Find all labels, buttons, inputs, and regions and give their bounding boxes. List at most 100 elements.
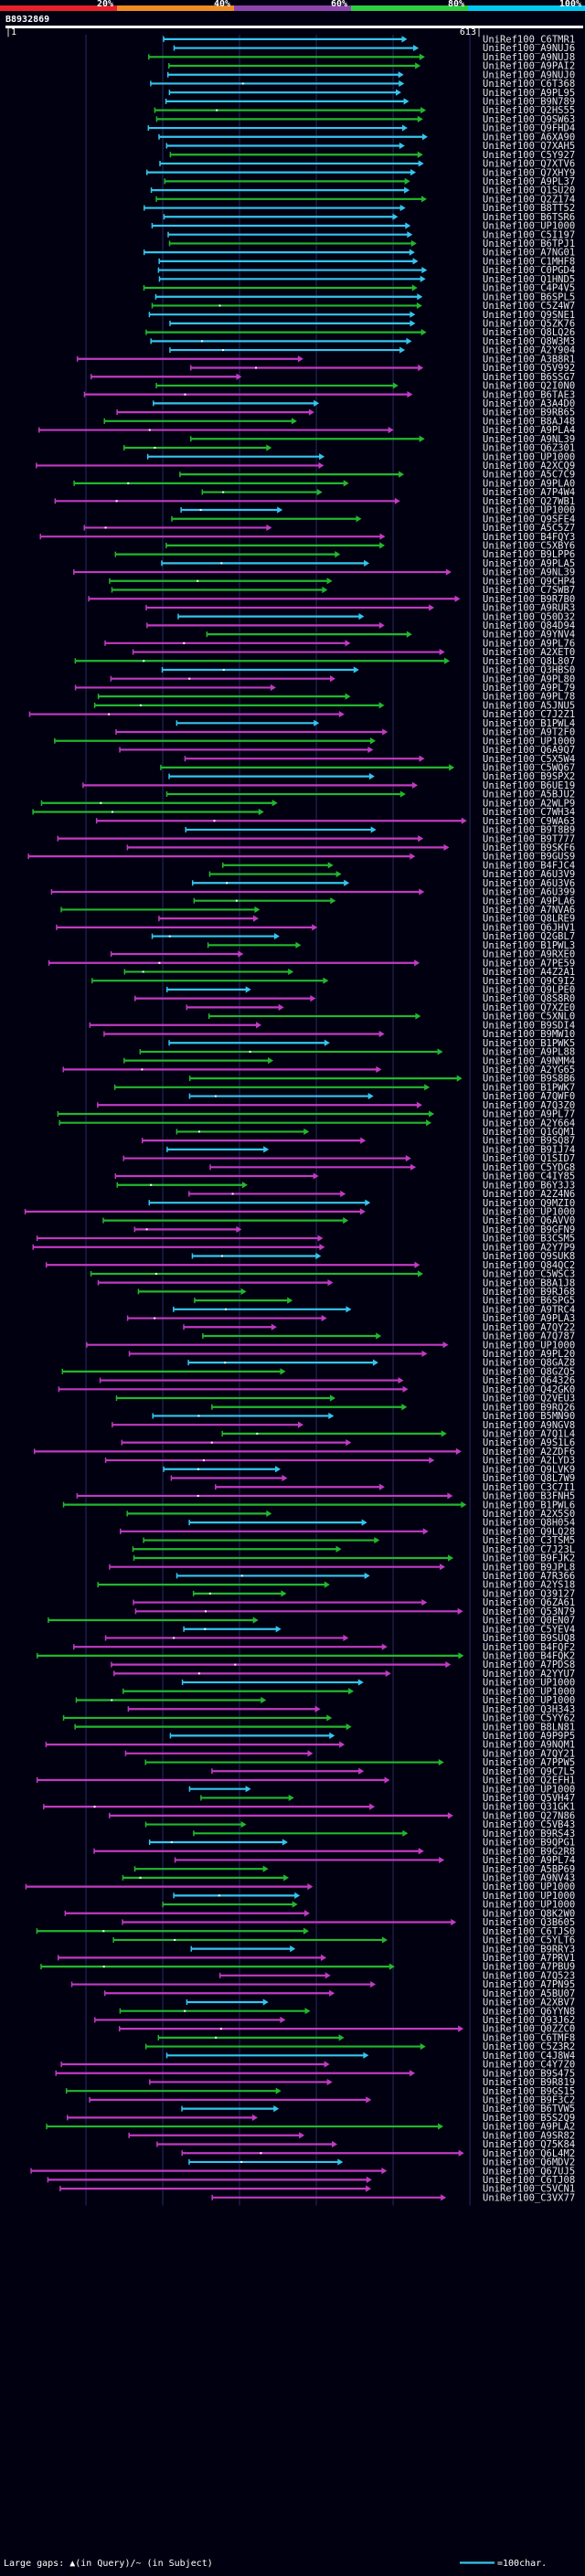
subject-label[interactable]: UniRef100_A6U3V9 bbox=[483, 869, 575, 880]
subject-label[interactable]: UniRef100_B8LN81 bbox=[483, 1722, 575, 1733]
subject-label[interactable]: UniRef100_B4FQK2 bbox=[483, 1651, 575, 1662]
subject-label[interactable]: UniRef100_C6TJS0 bbox=[483, 1926, 575, 1937]
subject-label[interactable]: UniRef100_A9PL76 bbox=[483, 638, 575, 649]
subject-label[interactable]: UniRef100_Q7XZE0 bbox=[483, 1002, 575, 1013]
subject-label[interactable]: UniRef100_Q9C7L5 bbox=[483, 1766, 575, 1777]
subject-label[interactable]: UniRef100_Q6MDV2 bbox=[483, 2157, 575, 2168]
subject-label[interactable]: UniRef100_UP1000 bbox=[483, 1891, 575, 1902]
subject-label[interactable]: UniRef100_A2YS18 bbox=[483, 1580, 575, 1591]
subject-label[interactable]: UniRef100_UP1000 bbox=[483, 1900, 575, 1911]
subject-label[interactable]: UniRef100_Q8H054 bbox=[483, 1518, 575, 1529]
subject-label[interactable]: UniRef100_C5YDG8 bbox=[483, 1162, 575, 1173]
subject-label[interactable]: UniRef100_B8TT52 bbox=[483, 203, 575, 214]
subject-label[interactable]: UniRef100_B9GFN9 bbox=[483, 1224, 575, 1235]
subject-label[interactable]: UniRef100_B9R819 bbox=[483, 2077, 575, 2088]
subject-label[interactable]: UniRef100_B4FQY3 bbox=[483, 532, 575, 543]
subject-label[interactable]: UniRef100_B9G2R8 bbox=[483, 1846, 575, 1857]
subject-label[interactable]: UniRef100_Q42GK0 bbox=[483, 1384, 575, 1395]
subject-label[interactable]: UniRef100_Q53N79 bbox=[483, 1606, 575, 1617]
subject-label[interactable]: UniRef100_A9RXE0 bbox=[483, 949, 575, 960]
subject-label[interactable]: UniRef100_Q1HND5 bbox=[483, 274, 575, 285]
subject-label[interactable]: UniRef100_Q6ZA61 bbox=[483, 1597, 575, 1608]
subject-label[interactable]: UniRef100_B1PWK7 bbox=[483, 1082, 575, 1093]
subject-label[interactable]: UniRef100_A9PL37 bbox=[483, 176, 575, 187]
subject-label[interactable]: UniRef100_A2WLP9 bbox=[483, 798, 575, 809]
subject-label[interactable]: UniRef100_A2XET0 bbox=[483, 647, 575, 658]
subject-label[interactable]: UniRef100_B9MW10 bbox=[483, 1029, 575, 1040]
subject-label[interactable]: UniRef100_A7PDS8 bbox=[483, 1659, 575, 1670]
subject-label[interactable]: UniRef100_A9NUJ8 bbox=[483, 52, 575, 63]
subject-label[interactable]: UniRef100_Q8GAZ8 bbox=[483, 1358, 575, 1369]
subject-label[interactable]: UniRef100_C9WA63 bbox=[483, 816, 575, 827]
subject-label[interactable]: UniRef100_A9NMM4 bbox=[483, 1055, 575, 1066]
subject-label[interactable]: UniRef100_A5C5Z7 bbox=[483, 523, 575, 534]
subject-label[interactable]: UniRef100_B6TVW5 bbox=[483, 2104, 575, 2115]
subject-label[interactable]: UniRef100_A9SR82 bbox=[483, 2130, 575, 2141]
subject-label[interactable]: UniRef100_A9P9P5 bbox=[483, 1731, 575, 1742]
subject-label[interactable]: UniRef100_A7PPW5 bbox=[483, 1757, 575, 1768]
subject-label[interactable]: UniRef100_B1PWL4 bbox=[483, 718, 575, 729]
subject-label[interactable]: UniRef100_C5I197 bbox=[483, 229, 575, 240]
subject-label[interactable]: UniRef100_C5YLT6 bbox=[483, 1935, 575, 1946]
subject-label[interactable]: UniRef100_A9NUJ0 bbox=[483, 69, 575, 80]
subject-label[interactable]: UniRef100_A4Z2A1 bbox=[483, 967, 575, 978]
subject-label[interactable]: UniRef100_B3CSM5 bbox=[483, 1234, 575, 1245]
subject-label[interactable]: UniRef100_Q9MZI0 bbox=[483, 1198, 575, 1209]
subject-label[interactable]: UniRef100_Q6JHV1 bbox=[483, 922, 575, 933]
subject-label[interactable]: UniRef100_Q2GBL7 bbox=[483, 931, 575, 942]
subject-label[interactable]: UniRef100_UP1000 bbox=[483, 736, 575, 747]
subject-label[interactable]: UniRef100_A7QY21 bbox=[483, 1748, 575, 1759]
subject-label[interactable]: UniRef100_A9PAI2 bbox=[483, 61, 575, 72]
subject-label[interactable]: UniRef100_UP1000 bbox=[483, 1882, 575, 1892]
subject-label[interactable]: UniRef100_A7NG01 bbox=[483, 248, 575, 259]
subject-label[interactable]: UniRef100_Q5VH47 bbox=[483, 1793, 575, 1804]
subject-label[interactable]: UniRef100_B1PWL3 bbox=[483, 940, 575, 951]
subject-label[interactable]: UniRef100_B9SQ87 bbox=[483, 1136, 575, 1147]
subject-label[interactable]: UniRef100_B9N789 bbox=[483, 97, 575, 108]
subject-label[interactable]: UniRef100_A5C7C9 bbox=[483, 470, 575, 481]
subject-label[interactable]: UniRef100_Q5V992 bbox=[483, 363, 575, 374]
subject-label[interactable]: UniRef100_A9RUR3 bbox=[483, 603, 575, 614]
subject-label[interactable]: UniRef100_Q6A9Q7 bbox=[483, 745, 575, 756]
subject-label[interactable]: UniRef100_A9PL20 bbox=[483, 1349, 575, 1360]
subject-label[interactable]: UniRef100_A9PL74 bbox=[483, 1855, 575, 1866]
subject-label[interactable]: UniRef100_B4FJC4 bbox=[483, 860, 575, 871]
subject-label[interactable]: UniRef100_B8AJ48 bbox=[483, 416, 575, 427]
subject-label[interactable]: UniRef100_B6TSR6 bbox=[483, 212, 575, 223]
subject-label[interactable]: UniRef100_B9GUS9 bbox=[483, 852, 575, 863]
subject-label[interactable]: UniRef100_C7J23L bbox=[483, 1544, 575, 1555]
subject-label[interactable]: UniRef100_Q6AVV0 bbox=[483, 1215, 575, 1226]
subject-label[interactable]: UniRef100_C5YY62 bbox=[483, 1713, 575, 1724]
subject-label[interactable]: UniRef100_A9PL77 bbox=[483, 1109, 575, 1120]
subject-label[interactable]: UniRef100_C4J8W4 bbox=[483, 2051, 575, 2062]
subject-label[interactable]: UniRef100_B8A1J8 bbox=[483, 1277, 575, 1288]
subject-label[interactable]: UniRef100_B9LPP6 bbox=[483, 549, 575, 560]
subject-label[interactable]: UniRef100_B4FQF2 bbox=[483, 1642, 575, 1653]
subject-label[interactable]: UniRef100_UP1000 bbox=[483, 505, 575, 516]
subject-label[interactable]: UniRef100_Q9FHD4 bbox=[483, 123, 575, 134]
subject-label[interactable]: UniRef100_A9NL39 bbox=[483, 567, 575, 578]
subject-label[interactable]: UniRef100_A7Q523 bbox=[483, 1970, 575, 1981]
subject-label[interactable]: UniRef100_C6TMF8 bbox=[483, 2032, 575, 2043]
subject-label[interactable]: UniRef100_Q9C9I2 bbox=[483, 976, 575, 987]
subject-label[interactable]: UniRef100_A6U399 bbox=[483, 887, 575, 898]
subject-label[interactable]: UniRef100_B9QPG1 bbox=[483, 1838, 575, 1849]
subject-label[interactable]: UniRef100_A9PLA6 bbox=[483, 896, 575, 906]
subject-label[interactable]: UniRef100_C3C7I1 bbox=[483, 1482, 575, 1493]
subject-label[interactable]: UniRef100_C5XBY6 bbox=[483, 541, 575, 552]
subject-label[interactable]: UniRef100_C5XNL0 bbox=[483, 1012, 575, 1023]
subject-label[interactable]: UniRef100_Q5ZK76 bbox=[483, 319, 575, 330]
subject-label[interactable]: UniRef100_UP1000 bbox=[483, 1207, 575, 1218]
subject-label[interactable]: UniRef100_UP1000 bbox=[483, 1784, 575, 1795]
subject-label[interactable]: UniRef100_A9PL79 bbox=[483, 683, 575, 694]
subject-label[interactable]: UniRef100_Q3HBS0 bbox=[483, 665, 575, 676]
subject-label[interactable]: UniRef100_A7PE59 bbox=[483, 958, 575, 969]
subject-label[interactable]: UniRef100_B9F3C2 bbox=[483, 2095, 575, 2106]
subject-label[interactable]: UniRef100_A7PN95 bbox=[483, 1979, 575, 1990]
subject-label[interactable]: UniRef100_A2Z4N6 bbox=[483, 1189, 575, 1200]
subject-label[interactable]: UniRef100_A7QWF0 bbox=[483, 1091, 575, 1102]
subject-label[interactable]: UniRef100_B9JPL8 bbox=[483, 1562, 575, 1573]
subject-label[interactable]: UniRef100_UP1000 bbox=[483, 221, 575, 232]
subject-label[interactable]: UniRef100_A9PLA3 bbox=[483, 1313, 575, 1324]
subject-label[interactable]: UniRef100_A2YYU7 bbox=[483, 1669, 575, 1680]
